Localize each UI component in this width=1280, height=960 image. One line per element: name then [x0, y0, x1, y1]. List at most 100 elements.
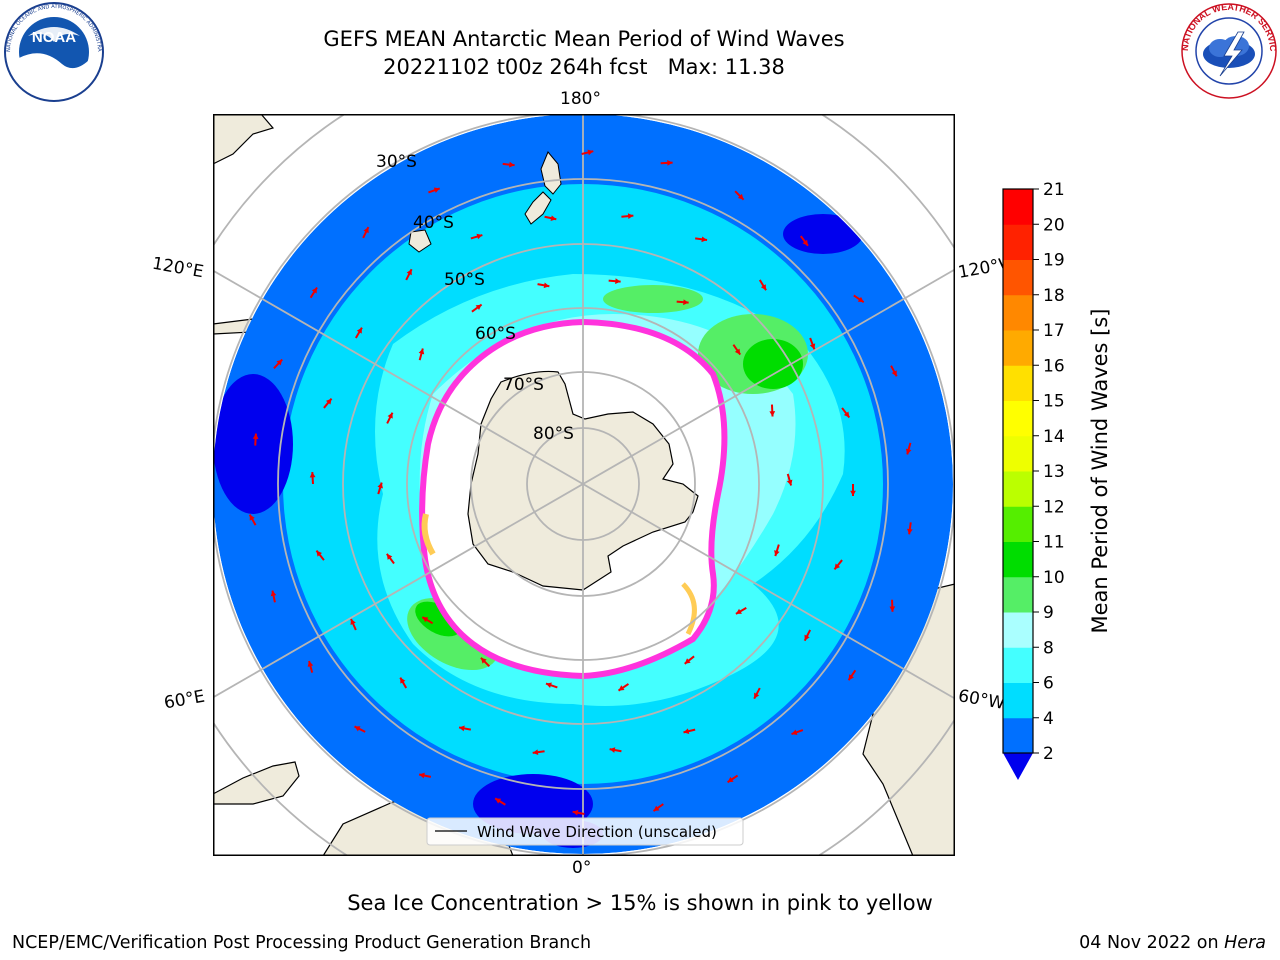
- colorbar-ticks: 2 4 6 8 9 10 11 12 13 14 15 16 17 18 19 20 21: [1033, 180, 1065, 764]
- wind-wave-arrow-head: [891, 370, 897, 377]
- colorbar-tick-label: 17: [1043, 321, 1065, 341]
- lat-label-50s: 50°S: [444, 270, 485, 290]
- wind-wave-arrow-head: [834, 563, 841, 570]
- wind-wave-arrow-head: [684, 658, 691, 664]
- colorbar-bin: [1003, 294, 1033, 331]
- wind-wave-arrow-head: [615, 278, 621, 285]
- wind-wave-arrow-head: [418, 348, 425, 355]
- colorbar-tick-label: 14: [1043, 427, 1065, 447]
- lon-label-0: 0°: [572, 858, 592, 878]
- colorbar-bin: [1003, 471, 1033, 507]
- wind-wave-arrow-head: [857, 296, 864, 303]
- colorbar-bin: [1003, 647, 1033, 683]
- wind-wave-arrow-head: [701, 236, 708, 243]
- colorbar-bin: [1003, 576, 1033, 613]
- wind-wave-arrow-head: [270, 590, 277, 597]
- polar-map: Wind Wave Direction (unscaled): [213, 114, 955, 856]
- wind-wave-arrow-head: [802, 239, 808, 246]
- date-stamp: 04 Nov 2022 on Hera: [1079, 933, 1266, 953]
- chart-title: GEFS MEAN Antarctic Mean Period of Wind …: [323, 27, 845, 51]
- lon-label-180: 180°: [560, 89, 601, 109]
- nws-logo: NATIONAL WEATHER SERVICE: [1180, 2, 1278, 99]
- lon-label-60e: 60°E: [162, 686, 207, 714]
- wind-wave-arrow-head: [727, 776, 734, 783]
- colorbar-bin: [1003, 435, 1033, 472]
- colorbar-tick-label: 8: [1043, 638, 1054, 658]
- wind-wave-arrow-head: [791, 729, 798, 736]
- colorbar-under-arrow: [1003, 753, 1033, 780]
- colorbar-bin: [1003, 330, 1033, 366]
- wind-wave-arrow-head: [905, 448, 912, 455]
- colorbar-bin: [1003, 400, 1033, 437]
- colorbar-bin: [1003, 259, 1033, 296]
- wind-wave-arrow-head: [543, 282, 550, 289]
- colorbar: 2 4 6 8 9 10 11 12 13 14 15 16 17 18 19 20 21 Mean Perio…: [1002, 180, 1112, 780]
- lat-label-30s: 30°S: [376, 152, 417, 172]
- wind-wave-arrows: [248, 149, 913, 816]
- colorbar-label: Mean Period of Wind Waves [s]: [1088, 309, 1112, 634]
- wind-wave-arrow-head: [354, 726, 361, 732]
- wind-wave-arrow-head: [737, 193, 744, 200]
- wind-wave-arrow-head: [252, 433, 259, 440]
- machine-name: Hera: [1224, 933, 1266, 953]
- wind-wave-arrow-head: [480, 657, 487, 664]
- colorbar-tick-label: 12: [1043, 497, 1065, 517]
- map-frame: [213, 114, 955, 856]
- wind-wave-arrow-head: [400, 677, 406, 684]
- colorbar-tick-label: 19: [1043, 251, 1065, 271]
- wind-wave-arrow-head: [572, 809, 579, 816]
- wind-wave-arrow-head: [325, 398, 332, 405]
- wind-wave-arrow-head: [618, 685, 625, 691]
- noaa-logo: NOAA NATIONAL OCEANIC AND ATMOSPHERIC AD…: [2, 2, 104, 102]
- wind-wave-arrow-head: [476, 233, 483, 240]
- wind-wave-arrow-head: [309, 472, 316, 478]
- colorbar-tick-label: 11: [1043, 533, 1065, 553]
- date-text: 04 Nov 2022 on: [1079, 933, 1225, 953]
- wind-wave-arrow-head: [509, 161, 515, 168]
- wind-wave-arrow-head: [653, 805, 660, 812]
- colorbar-tick-label: 13: [1043, 462, 1065, 482]
- colorbar-bin: [1003, 612, 1033, 648]
- wind-wave-arrow-head: [419, 772, 425, 779]
- legend-label: Wind Wave Direction (unscaled): [477, 823, 717, 841]
- colorbar-tick-label: 16: [1043, 356, 1065, 376]
- wind-wave-arrow-head: [350, 618, 356, 625]
- legend-box: Wind Wave Direction (unscaled): [426, 817, 744, 846]
- graticule: [213, 114, 955, 856]
- lat-label-80s: 80°S: [533, 424, 574, 444]
- wind-wave-arrow-head: [760, 284, 767, 291]
- colorbar-tick-label: 10: [1043, 568, 1065, 588]
- wind-wave-arrow-head: [754, 692, 760, 699]
- wind-wave-arrow-head: [545, 682, 552, 688]
- wind-wave-arrow-head: [311, 287, 317, 294]
- wind-wave-arrow-head: [609, 747, 616, 753]
- colorbar-bin: [1003, 682, 1033, 719]
- lat-label-60s: 60°S: [475, 324, 516, 344]
- colorbar-bin: [1003, 365, 1033, 401]
- wind-wave-arrow-head: [459, 725, 465, 732]
- wind-wave-arrow-head: [848, 674, 854, 681]
- wind-wave-arrow-head: [774, 550, 780, 557]
- wind-wave-arrow-head: [377, 482, 383, 489]
- colorbar-tick-label: 21: [1043, 180, 1065, 200]
- lat-label-40s: 40°S: [413, 213, 454, 233]
- wind-wave-arrow-head: [769, 411, 776, 417]
- chart-subtitle: 20221102 t00z 264h fcst Max: 11.38: [383, 55, 785, 79]
- wind-wave-arrow-head: [809, 343, 816, 350]
- wind-wave-arrow-head: [532, 749, 539, 756]
- wind-wave-arrow-head: [843, 411, 850, 418]
- lon-label-120e: 120°E: [150, 253, 206, 283]
- wind-wave-arrow-head: [786, 479, 793, 486]
- wind-wave-arrow-head: [307, 661, 314, 667]
- colorbar-tick-label: 20: [1043, 215, 1065, 235]
- noaa-logo-text: NOAA: [32, 29, 76, 46]
- colorbar-bin: [1003, 717, 1033, 754]
- colorbar-bin: [1003, 506, 1033, 542]
- credit-text: NCEP/EMC/Verification Post Processing Pr…: [12, 933, 592, 953]
- wind-wave-arrow-head: [433, 187, 440, 193]
- colorbar-tick-label: 6: [1043, 674, 1054, 694]
- wind-wave-arrow-head: [627, 213, 634, 219]
- wind-wave-arrow-head: [735, 608, 742, 614]
- colorbar-bin: [1003, 224, 1033, 260]
- colorbar-bin: [1003, 541, 1033, 578]
